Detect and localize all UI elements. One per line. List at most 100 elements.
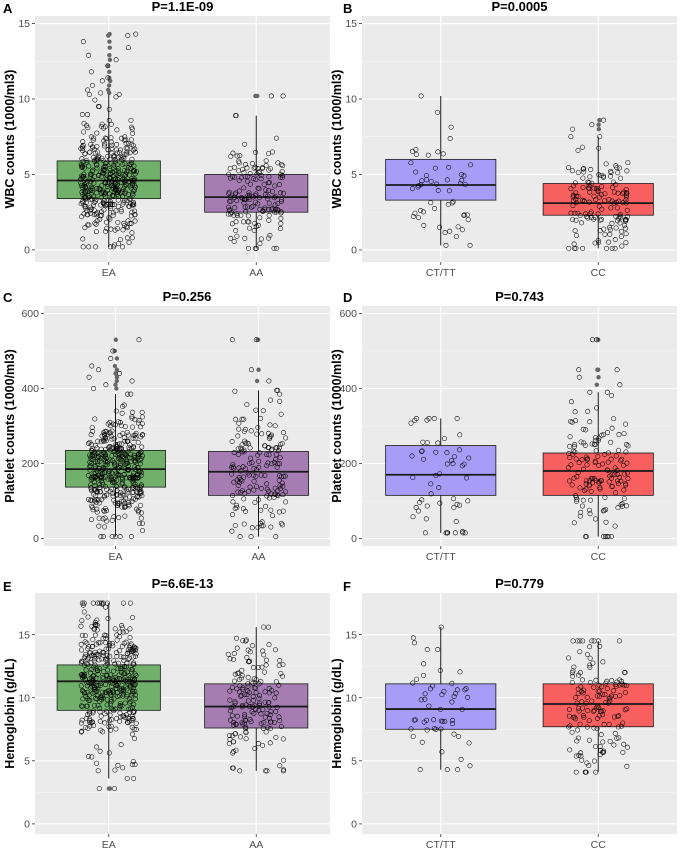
y-tick-label: 200 [21,458,39,470]
data-point [120,161,126,167]
data-point [583,700,589,706]
data-point [600,461,606,467]
data-point [609,425,615,431]
data-point [251,478,257,484]
data-point [457,669,463,675]
data-point [232,699,238,705]
data-point [229,464,235,470]
data-point [97,682,103,688]
data-point [410,514,416,520]
data-point [110,421,116,427]
data-point [621,431,627,437]
data-point [428,178,434,184]
data-point [238,692,244,698]
data-point [249,204,255,210]
data-point [78,660,84,666]
data-point [257,450,263,456]
data-point [127,626,133,632]
data-point [267,166,273,172]
data-point [238,212,244,218]
data-point [101,167,107,173]
data-point [580,497,586,503]
data-point [581,169,587,175]
data-point [253,706,259,712]
data-point [428,200,434,206]
data-point [600,692,606,698]
data-point [623,481,628,487]
data-point [97,458,103,464]
data-point [121,493,127,499]
data-point [130,615,135,621]
data-point [587,655,593,661]
data-point [591,441,597,447]
y-axis-label: Platelet counts (1000/ml3) [330,349,344,503]
data-point [612,693,618,699]
data-point [129,378,135,384]
data-point [257,241,263,247]
data-point [130,143,136,149]
data-point [90,144,96,150]
data-point [570,451,576,457]
data-point [256,195,262,201]
data-point [271,460,277,465]
x-tick-label: AA [251,551,265,563]
data-point [120,691,126,697]
data-point [128,137,134,143]
data-point [121,472,127,478]
data-point [592,438,598,444]
outlier-point [105,63,110,69]
data-point [225,204,231,210]
data-point [124,650,130,656]
data-point [92,632,98,638]
data-point [95,693,101,699]
data-point [595,240,601,246]
data-point [131,168,137,174]
outlier-point [107,39,112,44]
data-point [625,160,631,166]
data-point [121,155,127,161]
data-point [106,471,112,477]
data-point [107,166,113,172]
data-point [114,632,120,638]
data-point [258,176,264,182]
data-point [278,171,284,177]
data-point [242,204,248,210]
outlier-point [596,375,601,380]
data-point [276,682,282,688]
data-point [89,168,95,174]
data-point [117,718,123,724]
data-point [607,231,613,237]
data-point [89,448,95,454]
data-point [244,178,250,184]
data-point [98,213,104,219]
data-point [607,695,613,701]
data-point [579,144,585,150]
data-point [123,712,129,718]
data-point [600,712,606,718]
data-point [616,447,622,453]
data-point [618,175,624,181]
data-point [106,688,112,694]
data-point [109,428,115,434]
data-point [100,674,106,680]
data-point [261,720,267,725]
data-point [108,356,114,361]
data-point [617,382,623,388]
data-point [247,171,253,177]
data-point [593,196,599,202]
data-point [85,212,90,218]
data-point [266,174,272,180]
data-point [618,458,624,464]
data-point [249,643,255,649]
data-point [572,228,578,234]
data-point [78,729,84,735]
data-point [600,749,606,755]
data-point [86,679,92,685]
data-point [574,232,579,238]
data-point [254,484,260,489]
data-point [127,150,133,156]
data-point [570,203,576,209]
data-point [243,466,248,472]
data-point [266,452,272,458]
data-point [624,683,630,689]
